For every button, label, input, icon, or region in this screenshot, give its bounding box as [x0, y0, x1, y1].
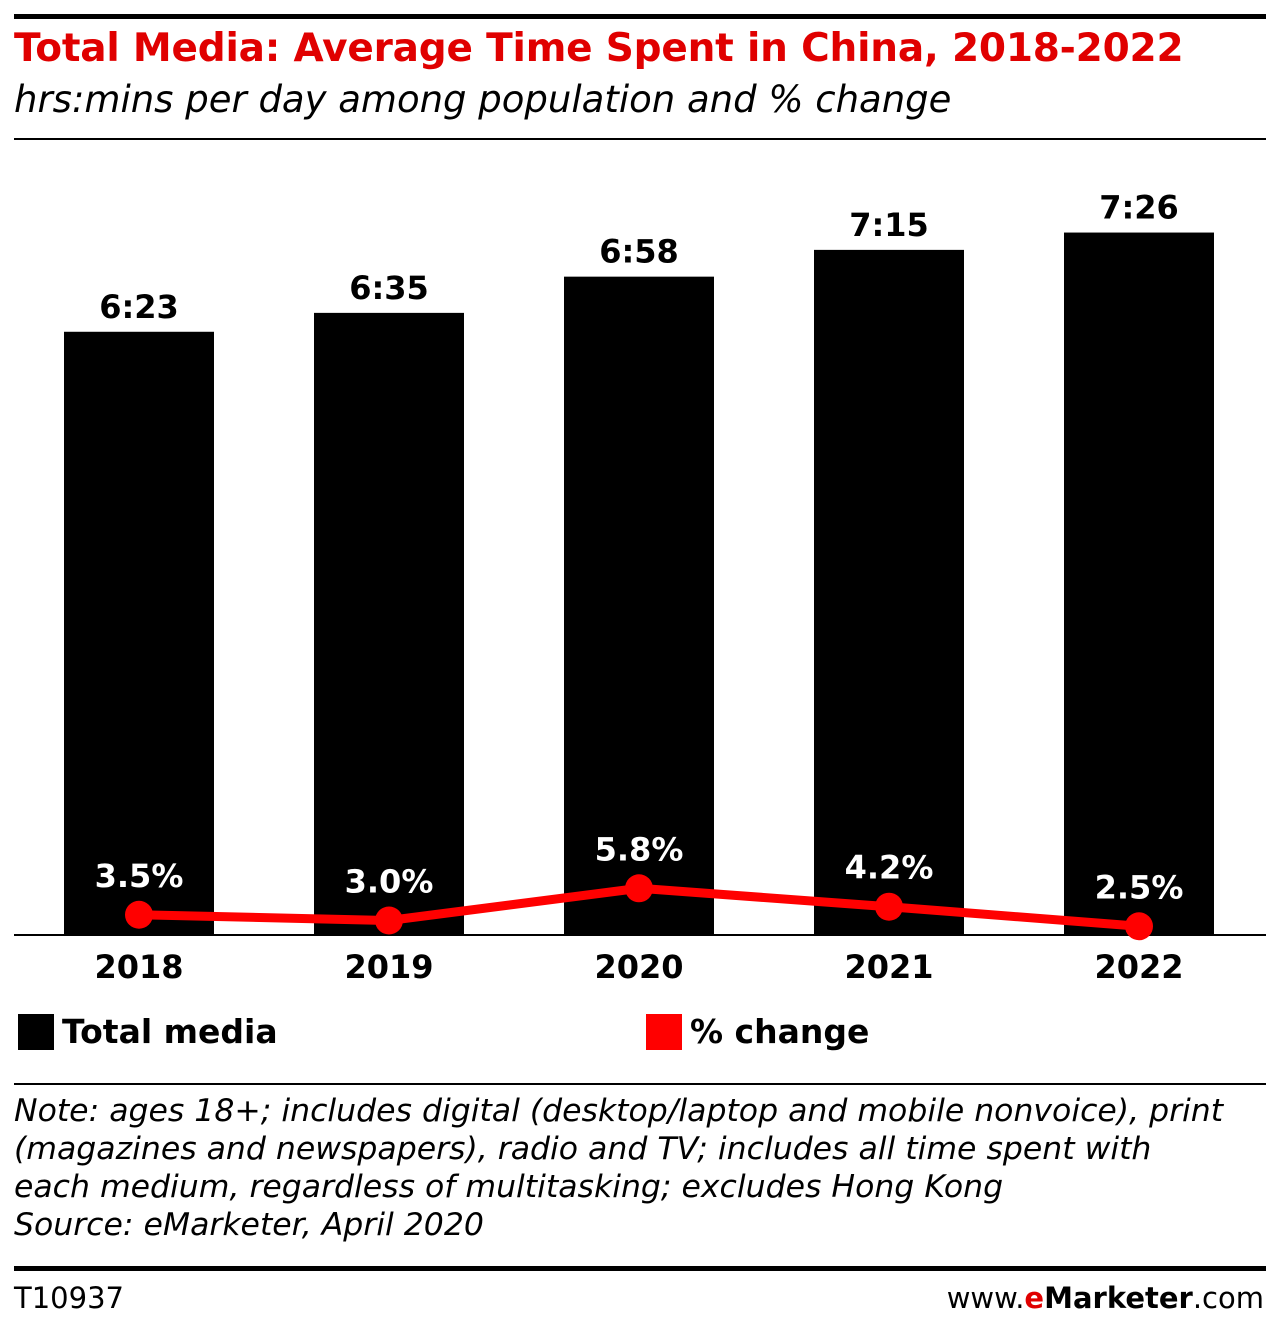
footer-rule: [14, 1266, 1266, 1271]
brand-e: e: [1024, 1281, 1045, 1315]
pct-point-2021: [875, 892, 903, 921]
pct-point-2019: [375, 906, 403, 935]
note-line-3: each medium, regardless of multitasking;…: [14, 1169, 1004, 1205]
bar-label-2018: 6:23: [99, 288, 179, 326]
chart-note: Note: ages 18+; includes digital (deskto…: [14, 1092, 1266, 1244]
pct-label-2022: 2.5%: [1095, 868, 1184, 906]
chart-subtitle: hrs:mins per day among population and % …: [14, 78, 952, 121]
pct-label-2019: 3.0%: [345, 863, 434, 901]
pct-point-2020: [625, 874, 653, 903]
chart-title: Total Media: Average Time Spent in China…: [14, 26, 1184, 71]
x-tick-label-2018: 2018: [94, 948, 183, 986]
bar-2022: [1064, 232, 1214, 936]
brand-url: www.eMarketer.com: [947, 1281, 1264, 1315]
x-tick-label-2022: 2022: [1094, 948, 1183, 986]
pct-label-2021: 4.2%: [845, 849, 934, 887]
x-tick-label-2020: 2020: [594, 948, 683, 986]
chart-area: 6:23 2018 6:35 2019 6:58 2020 7:15 2021 7:26 2022…: [14, 189, 1266, 986]
pct-label-2020: 5.8%: [595, 830, 684, 868]
header-rule: [14, 138, 1266, 140]
legend-label-total-media: Total media: [62, 1012, 278, 1051]
note-rule: [14, 1083, 1266, 1085]
bar-label-2019: 6:35: [349, 269, 429, 307]
bar-label-2021: 7:15: [849, 206, 929, 244]
bar-2019: [314, 312, 464, 935]
source-line: Source: eMarketer, April 2020: [14, 1207, 484, 1243]
top-rule: [14, 14, 1266, 19]
pct-point-2018: [125, 900, 153, 929]
legend-total-media: Total media: [18, 1012, 278, 1051]
note-line-1: Note: ages 18+; includes digital (deskto…: [14, 1093, 1224, 1129]
legend-label-pct-change: % change: [690, 1012, 870, 1051]
brand-prefix: www.: [946, 1281, 1025, 1315]
pct-label-2018: 3.5%: [95, 857, 184, 895]
bar-2018: [64, 331, 214, 935]
legend-swatch-black: [18, 1013, 54, 1050]
bar-2021: [814, 249, 964, 935]
note-line-2: (magazines and newspapers), radio and TV…: [14, 1131, 1152, 1167]
legend-pct-change: % change: [646, 1012, 869, 1051]
legend-swatch-red: [646, 1013, 682, 1050]
brand-suffix: .com: [1192, 1281, 1264, 1315]
bar-label-2020: 6:58: [599, 233, 679, 271]
x-tick-label-2019: 2019: [344, 948, 433, 986]
x-tick-label-2021: 2021: [844, 948, 933, 986]
brand-name: Marketer: [1044, 1281, 1193, 1315]
bar-2020: [564, 276, 714, 935]
pct-point-2022: [1125, 912, 1153, 941]
chart-id: T10937: [14, 1281, 124, 1315]
bar-label-2022: 7:26: [1099, 189, 1179, 227]
